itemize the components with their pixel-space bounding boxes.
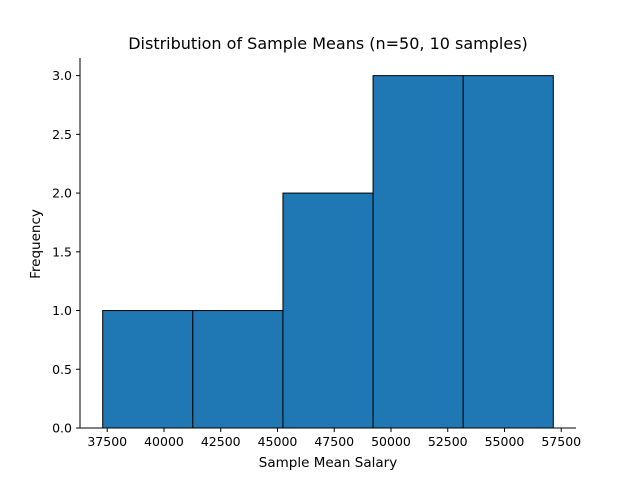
y-tick-label: 2.0 — [52, 186, 72, 201]
x-tick-label: 52500 — [428, 434, 468, 449]
y-axis-label: Frequency — [28, 209, 44, 279]
x-tick-label: 42500 — [201, 434, 241, 449]
histogram-bar-2 — [192, 310, 284, 429]
chart-title: Distribution of Sample Means (n=50, 10 s… — [128, 34, 528, 53]
y-tick-label: 3.0 — [52, 68, 72, 83]
y-tick-label: 0.5 — [52, 362, 72, 377]
x-tick-label: 47500 — [314, 434, 354, 449]
bars-group — [102, 75, 554, 429]
x-tick-label: 37500 — [87, 434, 127, 449]
x-tick-label: 40000 — [144, 434, 184, 449]
x-tick-label: 57500 — [541, 434, 581, 449]
x-tick-label: 50000 — [371, 434, 411, 449]
y-tick-label: 1.5 — [52, 244, 72, 259]
histogram-bar-5 — [462, 75, 554, 429]
y-tick-label: 1.0 — [52, 303, 72, 318]
y-tick-label: 2.5 — [52, 127, 72, 142]
histogram-bar-3 — [282, 192, 374, 429]
histogram-bar-4 — [372, 75, 464, 429]
axes-group: 37500 40000 42500 45000 47500 50000 52500 55000… — [52, 58, 581, 449]
y-tick-label: 0.0 — [52, 421, 72, 436]
x-tick-label: 55000 — [485, 434, 525, 449]
x-tick-label: 45000 — [258, 434, 298, 449]
histogram-bar-1 — [102, 310, 194, 429]
x-axis-label: Sample Mean Salary — [259, 455, 397, 471]
